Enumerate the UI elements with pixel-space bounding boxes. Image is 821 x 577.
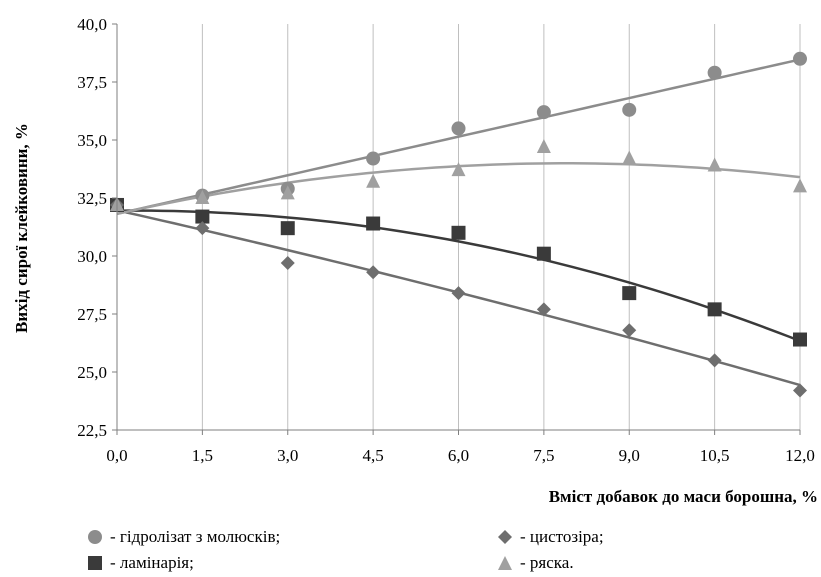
y-tick-label: 37,5 [77, 73, 107, 92]
circle-marker-series-0 [451, 121, 466, 136]
x-tick-label: 0,0 [106, 446, 127, 465]
x-tick-label: 12,0 [785, 446, 815, 465]
y-axis-title: Вихід сирої клейковини, % [12, 123, 31, 333]
y-tick-label: 27,5 [77, 305, 107, 324]
triangle-marker-series-3 [195, 190, 210, 204]
diamond-marker-series-2 [793, 383, 807, 398]
diamond-marker-series-2 [280, 255, 295, 270]
diamond-marker-series-2 [366, 265, 381, 280]
x-tick-label: 7,5 [533, 446, 554, 465]
triangle-marker-series-3 [707, 157, 722, 172]
triangle-marker-series-3 [366, 173, 381, 188]
diamond-marker-series-2 [451, 286, 466, 301]
square-marker-series-1 [451, 225, 466, 240]
x-tick-label: 9,0 [619, 446, 640, 465]
square-marker-series-1 [195, 209, 210, 224]
triangle-marker-series-3 [280, 185, 295, 200]
x-tick-label: 10,5 [700, 446, 730, 465]
square-marker-series-1 [536, 246, 551, 261]
y-tick-label: 22,5 [77, 421, 107, 440]
data-points [110, 51, 807, 398]
x-tick-label: 3,0 [277, 446, 298, 465]
x-axis-title: Вміст добавок до маси борошна, % [549, 487, 818, 506]
circle-marker-series-0 [622, 102, 637, 117]
trend-line-series-1 [116, 209, 801, 343]
square-marker-series-1 [622, 286, 637, 301]
triangle-marker-series-3 [793, 178, 807, 193]
triangle-marker-series-3 [622, 150, 637, 165]
square-marker-series-1 [366, 216, 381, 231]
triangle-marker-series-3 [536, 138, 551, 153]
y-tick-label: 30,0 [77, 247, 107, 266]
square-marker-series-1 [793, 332, 807, 347]
square-marker-series-1 [280, 221, 295, 236]
y-tick-label: 40,0 [77, 15, 107, 34]
circle-marker-series-0 [707, 65, 722, 80]
x-tick-label: 6,0 [448, 446, 469, 465]
y-tick-label: 25,0 [77, 363, 107, 382]
diamond-marker-series-2 [622, 323, 637, 338]
diamond-marker-series-2 [195, 221, 210, 236]
circle-marker-series-0 [366, 151, 381, 166]
axes: 0,0 1,5 3,0 4,5 6,0 7,5 9,0 10,5 12,0 22,5 25,0 27,… [77, 15, 815, 465]
circle-marker-series-0 [536, 105, 551, 120]
trend-line-series-0 [116, 58, 801, 216]
y-tick-label: 32,5 [77, 189, 107, 208]
y-tick-label: 35,0 [77, 131, 107, 150]
square-marker-series-1 [707, 302, 722, 317]
diamond-marker-series-2 [536, 302, 551, 317]
diamond-marker-series-2 [707, 353, 722, 368]
circle-marker-series-0 [793, 51, 807, 66]
x-tick-label: 4,5 [363, 446, 384, 465]
x-tick-label: 1,5 [192, 446, 213, 465]
triangle-marker-series-3 [451, 162, 466, 177]
